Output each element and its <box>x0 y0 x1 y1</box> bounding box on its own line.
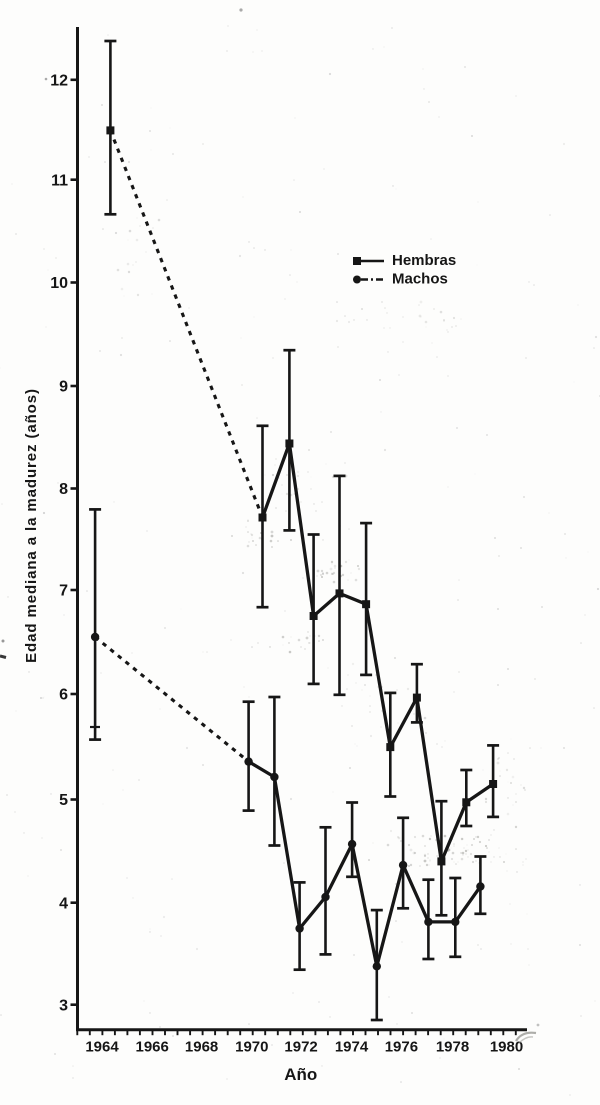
svg-text:Hembras: Hembras <box>392 252 456 269</box>
svg-text:9: 9 <box>59 379 68 396</box>
svg-text:1968: 1968 <box>185 1039 218 1056</box>
svg-text:1978: 1978 <box>436 1039 469 1056</box>
svg-text:4: 4 <box>59 895 68 912</box>
svg-text:Edad mediana a la madurez (año: Edad mediana a la madurez (años) <box>23 388 40 663</box>
svg-text:1970: 1970 <box>235 1039 268 1056</box>
svg-text:1976: 1976 <box>385 1039 418 1056</box>
svg-text:5: 5 <box>59 792 68 809</box>
svg-text:Año: Año <box>284 1065 317 1084</box>
svg-text:1972: 1972 <box>284 1039 317 1056</box>
svg-text:11: 11 <box>51 172 68 189</box>
svg-text:3: 3 <box>59 997 68 1014</box>
svg-text:12: 12 <box>50 73 68 90</box>
svg-text:Machos: Machos <box>392 271 448 288</box>
svg-text:8: 8 <box>59 481 68 498</box>
svg-text:1964: 1964 <box>85 1039 119 1056</box>
svg-text:1980: 1980 <box>490 1039 523 1056</box>
svg-text:7: 7 <box>59 583 68 600</box>
svg-text:1974: 1974 <box>335 1039 369 1056</box>
svg-text:6: 6 <box>59 687 68 704</box>
svg-text:10: 10 <box>50 275 68 292</box>
svg-text:1966: 1966 <box>136 1039 169 1056</box>
